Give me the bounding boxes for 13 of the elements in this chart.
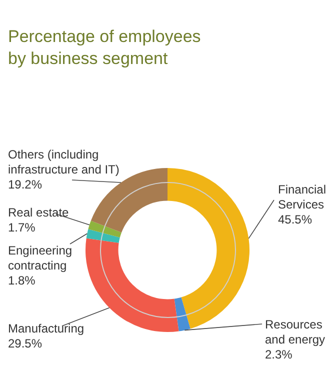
data-label: 2.3% (265, 347, 293, 362)
data-label: 19.2% (8, 177, 42, 192)
data-label: 29.5% (8, 336, 42, 350)
data-label: 1.7% (8, 220, 36, 234)
chart-title: Percentage of employees by business segment (8, 26, 202, 70)
slice-label: Real estate (8, 205, 70, 220)
data-label: 45.5% (278, 212, 312, 226)
slice-label: Manufacturing (8, 321, 84, 336)
slice-label: Resources and energy (265, 317, 326, 346)
slice-label: Others (including infrastructure and IT) (8, 147, 120, 176)
slice-label: Financial Services (278, 182, 326, 212)
data-label: 1.8% (8, 273, 36, 288)
slice-label: Engineering contracting (8, 243, 72, 272)
